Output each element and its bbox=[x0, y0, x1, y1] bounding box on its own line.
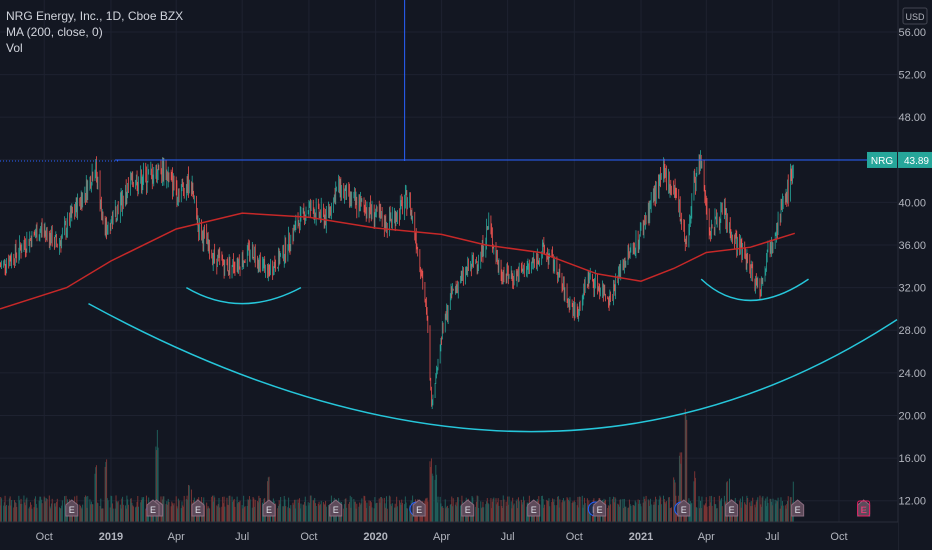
time-tick-label: Jul bbox=[501, 531, 515, 543]
earnings-badge: E bbox=[65, 499, 79, 517]
earnings-label: E bbox=[69, 505, 75, 515]
price-tick-label: 48.00 bbox=[898, 112, 926, 124]
earnings-label: E bbox=[531, 505, 537, 515]
earnings-label: E bbox=[465, 505, 471, 515]
earnings-label: E bbox=[416, 505, 422, 515]
last-price-label: 43.89 bbox=[904, 156, 929, 167]
pattern-arc-right-shoulder bbox=[700, 278, 809, 302]
earnings-label: E bbox=[861, 505, 867, 515]
earnings-shape bbox=[146, 499, 160, 517]
earnings-label: E bbox=[266, 505, 272, 515]
legend-volume[interactable]: Vol bbox=[6, 41, 23, 55]
earnings-shape bbox=[527, 499, 541, 517]
future-earnings-frame bbox=[857, 500, 871, 517]
earnings-badge: E bbox=[412, 499, 426, 517]
time-tick-label: Oct bbox=[300, 531, 317, 543]
earnings-badge: E bbox=[593, 499, 607, 517]
time-axis[interactable]: Oct 2019 Apr Jul Oct 2020 Apr Jul Oct 2021 Apr Jul O… bbox=[0, 521, 898, 550]
earnings-shape bbox=[593, 499, 607, 517]
ticker-tag-label: NRG bbox=[871, 156, 893, 167]
ma-200-line bbox=[0, 212, 796, 310]
price-axis-bg bbox=[898, 0, 932, 550]
earnings-badge: E bbox=[191, 499, 205, 517]
legend-symbol[interactable]: NRG Energy, Inc., 1D, Cboe BZX bbox=[6, 9, 184, 23]
last-price-tag bbox=[898, 151, 932, 168]
earnings-label: E bbox=[729, 505, 735, 515]
earnings-badge: E bbox=[146, 499, 160, 517]
earnings-shape bbox=[65, 499, 79, 517]
time-tick-label: Oct bbox=[36, 531, 53, 543]
earnings-shape bbox=[329, 499, 343, 517]
time-tick-label: Oct bbox=[566, 531, 583, 543]
earnings-badge: E bbox=[677, 499, 691, 517]
time-tick-label: Apr bbox=[433, 531, 450, 543]
time-tick-label: Jul bbox=[235, 531, 249, 543]
time-tick-label: 2019 bbox=[99, 531, 123, 543]
time-tick-label: 2020 bbox=[363, 531, 387, 543]
candles bbox=[0, 150, 794, 410]
price-axis[interactable]: 12.00 16.00 20.00 24.00 28.00 32.00 36.00 40.00… bbox=[867, 0, 932, 550]
time-axis-bg bbox=[0, 522, 898, 550]
chart-legend: NRG Energy, Inc., 1D, Cboe BZX MA (200, … bbox=[6, 8, 183, 56]
earnings-label: E bbox=[333, 505, 339, 515]
time-tick-label: 2021 bbox=[629, 531, 653, 543]
crosshair bbox=[0, 0, 897, 162]
price-tick-label: 28.00 bbox=[898, 325, 926, 337]
price-tick-label: 36.00 bbox=[898, 240, 926, 252]
pattern-arc-left-shoulder bbox=[185, 286, 302, 305]
price-tick-label: 56.00 bbox=[898, 27, 926, 39]
currency-box bbox=[902, 7, 928, 25]
earnings-shape bbox=[461, 499, 475, 517]
ticker-tag bbox=[867, 151, 897, 168]
earnings-label: E bbox=[195, 505, 201, 515]
time-tick-label: Apr bbox=[698, 531, 715, 543]
time-tick-label: Jul bbox=[765, 531, 779, 543]
price-tick-label: 20.00 bbox=[898, 410, 926, 422]
earnings-badge: E bbox=[527, 499, 541, 517]
price-tick-label: 12.00 bbox=[898, 496, 926, 508]
earnings-label: E bbox=[150, 505, 156, 515]
earnings-shape bbox=[412, 499, 426, 517]
price-tick-label: 32.00 bbox=[898, 283, 926, 295]
time-tick-label: Oct bbox=[830, 531, 847, 543]
earnings-label: E bbox=[681, 505, 687, 515]
price-tick-label: 24.00 bbox=[898, 368, 926, 380]
earnings-badge: E bbox=[461, 499, 475, 517]
earnings-badge: E bbox=[262, 499, 276, 517]
earnings-badge: E bbox=[329, 499, 343, 517]
earnings-shape bbox=[262, 499, 276, 517]
earnings-label: E bbox=[795, 505, 801, 515]
legend-ma[interactable]: MA (200, close, 0) bbox=[6, 25, 103, 39]
price-tick-label: 16.00 bbox=[898, 453, 926, 465]
earnings-shape bbox=[791, 499, 805, 517]
event-badges: DEEEEEEDEEEDEDEEEEE bbox=[65, 499, 871, 517]
pattern-arc-cup bbox=[88, 302, 898, 433]
time-tick-label: Apr bbox=[168, 531, 185, 543]
price-tick-label: 52.00 bbox=[898, 70, 926, 82]
earnings-badge: E bbox=[725, 499, 739, 517]
earnings-shape bbox=[725, 499, 739, 517]
future-earnings-badge: E bbox=[857, 500, 871, 517]
currency-label: USD bbox=[905, 12, 925, 22]
earnings-badge: E bbox=[791, 499, 805, 517]
earnings-shape bbox=[191, 499, 205, 517]
price-tick-label: 40.00 bbox=[898, 197, 926, 209]
earnings-label: E bbox=[597, 505, 603, 515]
earnings-shape bbox=[677, 499, 691, 517]
future-earnings-label: E bbox=[861, 505, 867, 515]
pattern-arcs bbox=[88, 278, 898, 433]
